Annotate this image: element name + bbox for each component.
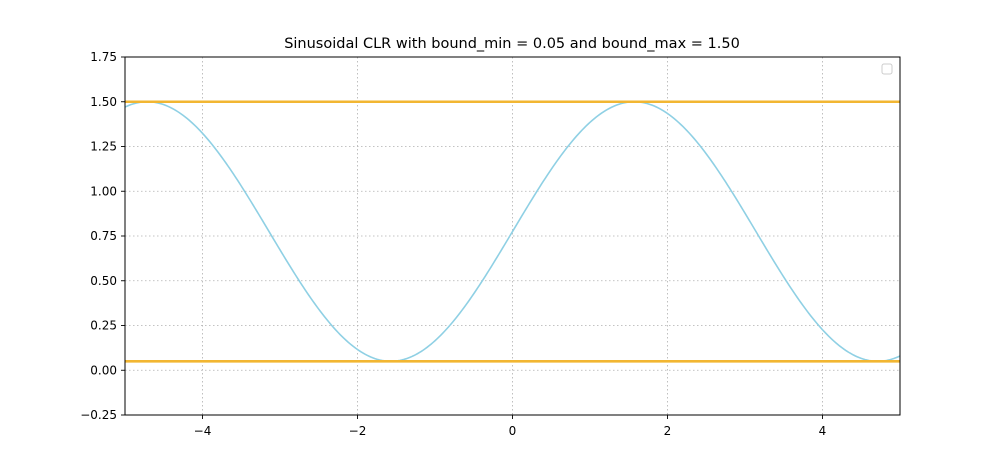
legend (881, 63, 893, 75)
legend-box (881, 63, 893, 75)
clr-curve (125, 100, 900, 363)
y-tick-label: 1.25 (90, 140, 117, 154)
y-tick-label: 0.00 (90, 363, 117, 377)
y-tick-label: 1.00 (90, 184, 117, 198)
y-tick-label: 1.50 (90, 95, 117, 109)
x-tick-label: 4 (819, 424, 827, 438)
axes: −4 −2 0 2 4 −0.25 0.00 0.25 0.50 0.75 1.00 1.25 1.50… (80, 50, 901, 438)
y-tick-label: 0.25 (90, 319, 117, 333)
x-tick-label: 2 (664, 424, 672, 438)
y-tick-label: −0.25 (80, 408, 117, 422)
plot-area (125, 100, 900, 363)
chart-title: Sinusoidal CLR with bound_min = 0.05 and… (284, 36, 740, 52)
x-tick-label: −2 (349, 424, 367, 438)
y-tick-label: 1.75 (90, 50, 117, 64)
y-tick-label: 0.75 (90, 229, 117, 243)
x-tick-label: −4 (194, 424, 212, 438)
x-tick-label: 0 (509, 424, 517, 438)
y-tick-label: 0.50 (90, 274, 117, 288)
